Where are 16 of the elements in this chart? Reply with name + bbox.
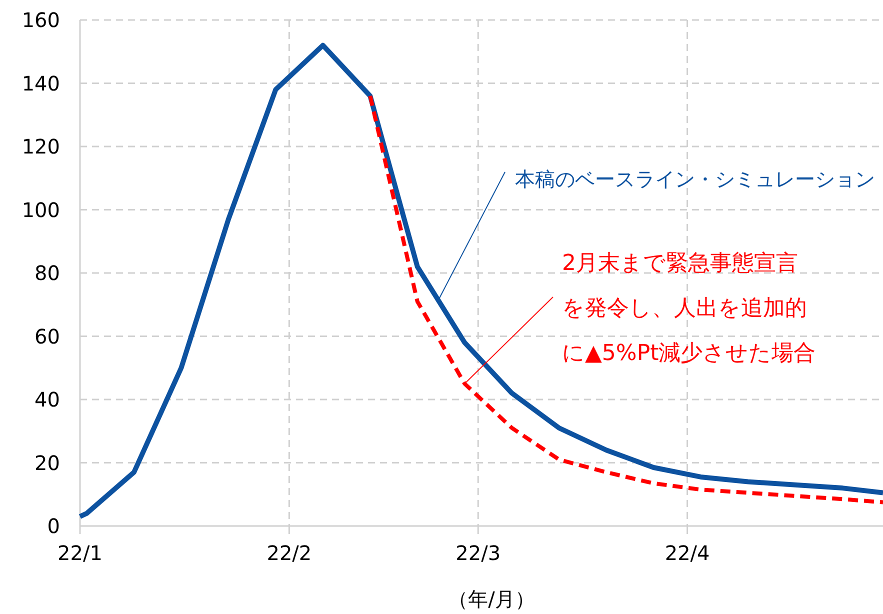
y-tick-label: 0 — [47, 514, 60, 538]
annotation: 本稿のベースライン・シミュレーション — [515, 167, 875, 191]
y-tick-label: 60 — [34, 324, 60, 348]
y-tick-label: 40 — [34, 388, 60, 412]
x-tick-label: 22/4 — [664, 541, 710, 565]
y-tick-label: 140 — [22, 71, 60, 96]
y-tick-label: 120 — [22, 134, 60, 158]
annotation: 2月末まで緊急事態宣言を発令し、人出を追加的に▲5%Pt減少させた場合 — [562, 251, 816, 366]
x-axis-title: （年/月） — [448, 587, 535, 611]
y-tick-label: 80 — [34, 261, 60, 285]
x-tick-label: 22/1 — [58, 541, 102, 565]
y-tick-label: 20 — [34, 450, 60, 475]
x-tick-label: 22/2 — [266, 541, 312, 565]
y-tick-label: 100 — [22, 198, 60, 222]
y-tick-label: 160 — [22, 8, 60, 32]
x-tick-label: 22/3 — [456, 541, 501, 565]
